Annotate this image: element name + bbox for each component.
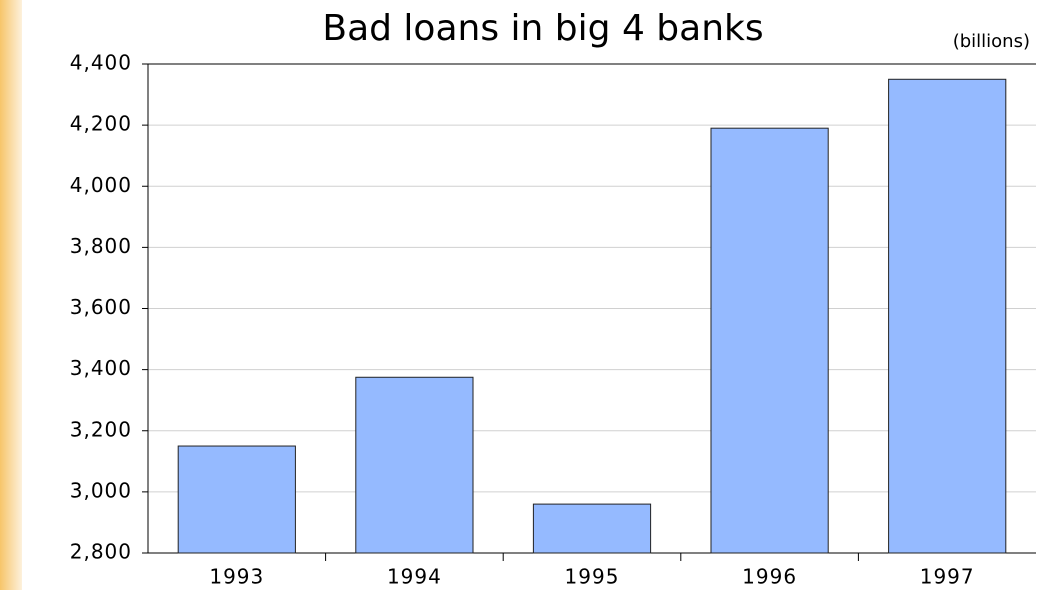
bar [710,127,829,554]
bar [177,445,296,554]
y-tick-label: 2,800 [70,540,132,564]
x-tick-label: 1993 [209,565,264,589]
y-tick-label: 3,600 [70,295,132,319]
y-tick-label: 3,000 [70,478,132,502]
x-tick-label: 1996 [742,565,797,589]
y-tick-label: 4,000 [70,173,132,197]
chart-title: Bad loans in big 4 banks [322,8,763,49]
chart-subtitle: (billions) [953,31,1030,52]
x-tick-label: 1997 [920,565,975,589]
bar [532,503,652,554]
x-tick-label: 1994 [387,565,442,589]
y-tick-label: 3,200 [70,417,132,441]
y-tick-label: 3,800 [70,234,132,258]
y-tick-label: 3,400 [70,356,132,380]
x-tick-label: 1995 [565,565,620,589]
bar [888,78,1007,554]
side-strip [0,0,22,590]
y-tick-label: 4,400 [70,51,132,75]
y-tick-label: 4,200 [70,112,132,136]
background [22,0,1037,590]
bar [355,376,474,554]
